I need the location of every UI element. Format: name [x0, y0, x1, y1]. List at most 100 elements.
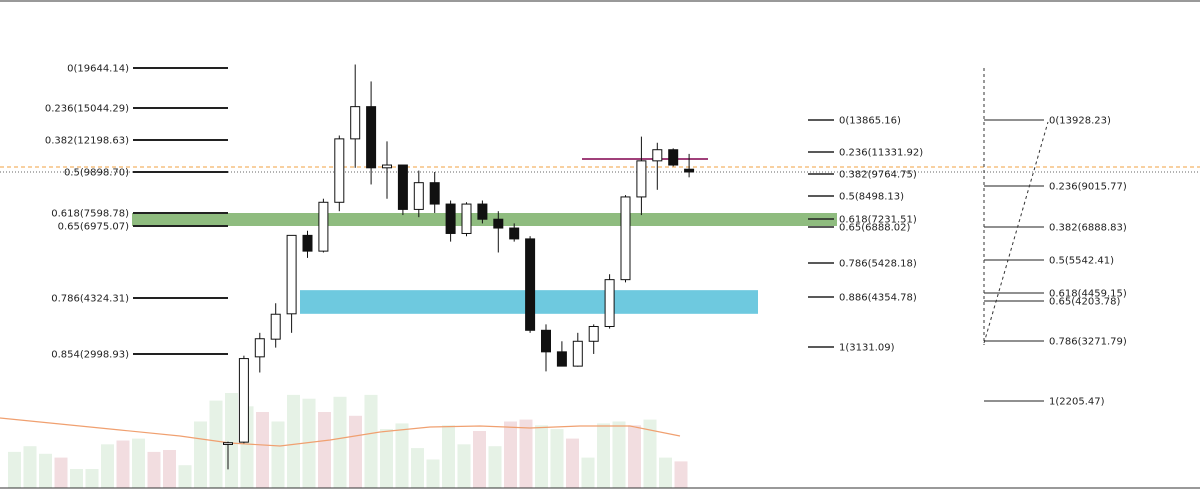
candle-body [366, 106, 377, 169]
candle-body [318, 201, 329, 252]
candle-body [429, 182, 440, 205]
volume-bar [566, 438, 579, 488]
candle-body [668, 149, 679, 166]
volume-bar [318, 412, 331, 488]
volume-bar [209, 400, 223, 488]
candle-body [445, 203, 456, 234]
fib-middle-level-label: 0(13865.16) [839, 116, 901, 127]
fib-right-diagonal [983, 121, 1049, 344]
fib-right-level-label: 0.5(5542.41) [1049, 256, 1114, 267]
volume-bar [194, 421, 207, 488]
fib-left-level-label: 0.618(7598.78) [51, 209, 129, 220]
candle-body [509, 227, 520, 240]
candle-body [604, 279, 615, 327]
volume-bar [163, 450, 176, 488]
fib-middle-level-label: 0.618(7231.51) [839, 215, 917, 226]
moving-average [0, 417, 681, 447]
fib-middle-level-label: 0.886(4354.78) [839, 293, 917, 304]
fib-middle-level-label: 0.236(11331.92) [839, 148, 923, 159]
fib-right-level-label: 0(13928.23) [1049, 116, 1111, 127]
volume-bar [116, 440, 130, 488]
volume-bar [364, 394, 378, 488]
volume-bar [674, 461, 688, 488]
volume-bar [54, 457, 68, 488]
volume-bar [271, 421, 285, 488]
volume-bar [395, 423, 409, 488]
volume-bar [488, 446, 502, 488]
volume-bar [457, 444, 471, 488]
volume-bar [643, 419, 657, 488]
candle-body [572, 340, 583, 367]
volume-ma-line [0, 417, 681, 447]
candle-body [223, 442, 233, 445]
volume-bar [581, 457, 595, 488]
candle-body [254, 338, 265, 358]
candle-body [541, 329, 551, 353]
volume-series [8, 393, 688, 488]
volume-bar [8, 451, 21, 488]
candle-body [525, 238, 536, 331]
volume-bar [70, 469, 83, 488]
candle-body [382, 164, 392, 169]
fib-middle-level-label: 0.5(8498.13) [839, 192, 904, 203]
fib-middle-level-label: 1(3131.09) [839, 343, 895, 354]
fib-right-level-label: 0.382(6888.83) [1049, 223, 1127, 234]
volume-bar [473, 431, 486, 488]
candle-body [413, 182, 424, 210]
fib-left-level-label: 0.382(12198.63) [45, 136, 129, 147]
fibonacci-levels: 0(19644.14) 0.236(15044.29) 0.382(12198.63… [45, 64, 1127, 408]
candle-body [477, 203, 488, 220]
candle-body [238, 358, 249, 443]
volume-bar [504, 421, 517, 488]
zones [132, 213, 837, 314]
fib-middle-level-label: 0.786(5428.18) [839, 259, 917, 270]
volume-bar [256, 412, 269, 488]
volume-bar [178, 465, 192, 488]
volume-bar [132, 438, 145, 488]
volume-bar [426, 459, 440, 488]
candle-body [350, 106, 361, 140]
volume-bar [23, 446, 37, 488]
volume-bar [39, 453, 52, 488]
fib-left-level-label: 0.65(6975.07) [58, 222, 130, 233]
candle-body [302, 234, 313, 252]
volume-bar [380, 429, 393, 488]
volume-bar [302, 398, 316, 488]
volume-bar [659, 457, 672, 488]
fib-left-level-label: 0.5(9898.70) [64, 168, 129, 179]
volume-bar [287, 394, 300, 488]
fib-right-level-label: 0.786(3271.79) [1049, 337, 1127, 348]
fib-right-level-label: 0.618(4459.15) [1049, 289, 1127, 300]
volume-bar [333, 396, 347, 488]
volume-bar [147, 451, 161, 488]
candle-body [588, 325, 599, 342]
volume-bar [597, 423, 610, 488]
candle-body [397, 164, 408, 210]
fib-middle-level-label: 0.382(9764.75) [839, 170, 917, 181]
candle-body [286, 234, 297, 315]
fib-left-level-label: 0.854(2998.93) [51, 350, 129, 361]
fib-right-level-label: 0.65(4203.78) [1049, 297, 1121, 308]
fib-middle-level-label: 0.65(6888.02) [839, 223, 911, 234]
reference-lines [0, 158, 1200, 173]
candles [223, 64, 695, 470]
candle-body [636, 160, 647, 198]
candle-body [334, 138, 345, 203]
candle-body [556, 351, 567, 367]
volume-bar [612, 421, 626, 488]
volume-bar [628, 425, 641, 488]
candle-body [270, 313, 281, 340]
volume-bar [550, 429, 564, 488]
fib-left-level-label: 0.786(4324.31) [51, 294, 129, 305]
volume-bar [442, 425, 455, 488]
fib-left-level-label: 0(19644.14) [67, 64, 129, 75]
volume-bar [225, 393, 238, 488]
candle-body [684, 168, 695, 173]
volume-bar [411, 448, 424, 488]
fib-left-level-label: 0.236(15044.29) [45, 104, 129, 115]
volume-bar [535, 425, 548, 488]
volume-bar [85, 469, 99, 488]
